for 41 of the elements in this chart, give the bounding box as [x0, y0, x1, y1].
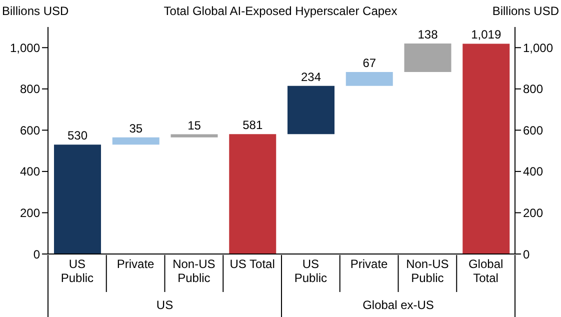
- data-label: 138: [418, 28, 438, 42]
- y2-tick-label: 400: [523, 164, 544, 179]
- x-tick-label: Non-US Public: [406, 257, 449, 285]
- bar: [170, 134, 218, 138]
- y2-tick-label: 200: [523, 206, 544, 220]
- y-tick-label: 800: [20, 82, 40, 96]
- y-tick-label: 600: [20, 123, 40, 138]
- x-tick-label: US Public: [294, 257, 328, 285]
- x-tick-label: US Public: [60, 257, 94, 285]
- bar: [404, 44, 452, 72]
- bar: [462, 44, 510, 254]
- data-label: 1,019: [471, 28, 502, 42]
- y-axis-title: Billions USD: [2, 4, 69, 18]
- data-label: 15: [188, 118, 202, 132]
- bar: [346, 72, 393, 86]
- y2-tick-label: 800: [523, 82, 544, 96]
- data-label: 530: [67, 128, 88, 143]
- text: Global ex-US: [362, 298, 435, 312]
- data-label: 35: [129, 121, 143, 136]
- text: US: [155, 298, 174, 312]
- x-tick-label: Private: [350, 257, 388, 271]
- x-tick-label: Private: [116, 257, 155, 271]
- y-tick-label: 400: [20, 164, 40, 179]
- y2-axis-title: Billions USD: [492, 4, 559, 18]
- bar: [54, 144, 101, 254]
- x-tick-label: Global Total: [468, 257, 504, 285]
- chart-title: Total Global AI-Exposed Hyperscaler Capex: [164, 4, 398, 18]
- y2-tick-label: 600: [523, 123, 544, 138]
- y-tick-label: 0: [33, 247, 40, 262]
- data-label: 67: [362, 56, 376, 70]
- x-tick-label: Non-US Public: [172, 257, 216, 285]
- data-label: 581: [242, 118, 263, 132]
- y-tick-label: 200: [20, 206, 40, 220]
- data-label: 234: [300, 70, 322, 84]
- bar: [112, 137, 160, 145]
- y2-tick-label: 1,000: [523, 40, 554, 55]
- bar: [288, 86, 334, 134]
- bar: [229, 134, 276, 254]
- x-tick-label: US Total: [230, 257, 275, 271]
- y2-tick-label: 0: [523, 247, 530, 262]
- y-tick-label: 1,000: [10, 40, 40, 55]
